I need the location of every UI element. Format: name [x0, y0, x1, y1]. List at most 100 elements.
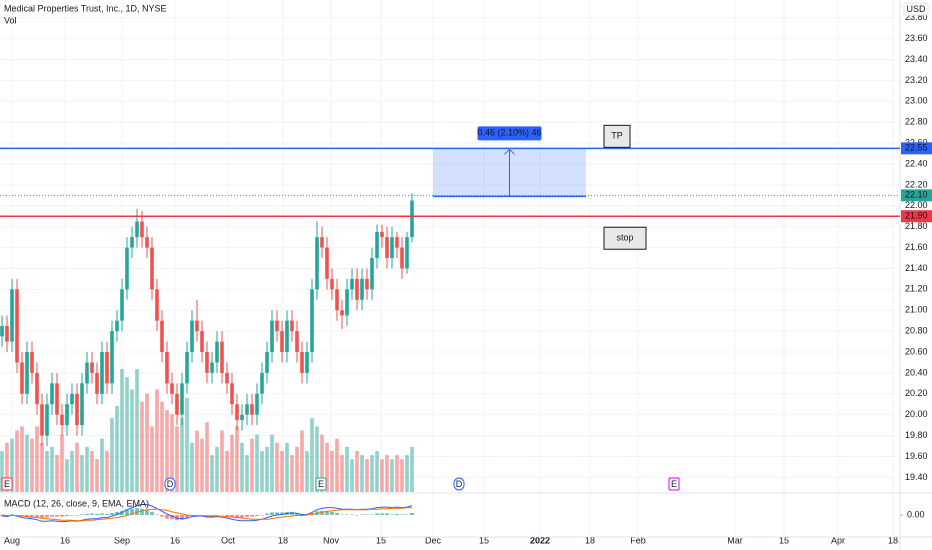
x-tick-label: 18	[278, 535, 288, 545]
macd-histogram-bar	[40, 515, 44, 519]
volume-bar	[110, 418, 114, 492]
y-tick-label: 22.40	[905, 158, 928, 168]
volume-bar	[115, 405, 119, 492]
macd-histogram-bar	[345, 514, 349, 515]
volume-bar	[310, 418, 314, 492]
candle-body	[5, 325, 9, 342]
y-tick-label: 21.80	[905, 221, 928, 231]
macd-histogram-bar	[390, 514, 394, 515]
last-price-box	[901, 189, 932, 202]
macd-histogram-bar	[145, 509, 149, 515]
candle-body	[10, 289, 14, 342]
macd-histogram-bar	[0, 515, 4, 517]
candle-body	[95, 372, 99, 394]
macd-histogram-bar	[170, 515, 174, 520]
macd-histogram-bar	[65, 515, 69, 517]
x-tick-label: Apr	[831, 535, 845, 545]
candle-body	[250, 404, 254, 415]
event-marker	[315, 477, 327, 491]
volume-bar	[280, 451, 284, 492]
y-tick-label: 21.20	[905, 284, 928, 294]
macd-histogram-bar	[115, 511, 119, 515]
volume-bar	[45, 451, 49, 492]
volume-bar	[70, 451, 74, 492]
y-tick-label: 23.60	[905, 33, 928, 43]
volume-bar	[300, 430, 304, 492]
volume-bar	[410, 446, 414, 492]
y-tick-label: 19.40	[905, 472, 928, 482]
candle-body	[50, 383, 54, 405]
y-tick-label: 19.80	[905, 430, 928, 440]
position-label-box	[477, 126, 542, 141]
volume-bar	[135, 369, 139, 492]
x-tick-label: Sep	[114, 535, 130, 545]
candle-body	[290, 320, 294, 332]
candle-body	[55, 383, 59, 415]
macd-histogram-bar	[35, 515, 39, 518]
y-tick-label: 20.20	[905, 388, 928, 398]
macd-histogram-bar	[75, 515, 79, 516]
candle-body	[110, 331, 114, 384]
candle-body	[370, 258, 374, 290]
macd-histogram-bar	[375, 513, 379, 515]
macd-histogram-bar	[405, 514, 409, 515]
candle-body	[345, 289, 349, 316]
volume-bar	[15, 430, 19, 492]
candle-body	[410, 200, 414, 238]
volume-bar	[295, 446, 299, 492]
volume-bar	[255, 434, 259, 492]
candle-body	[20, 362, 24, 394]
event-marker	[1, 477, 13, 491]
macd-histogram-bar	[125, 509, 129, 515]
x-tick-label: Oct	[221, 535, 236, 545]
macd-histogram-bar	[130, 508, 134, 515]
macd-histogram-bar	[30, 515, 34, 517]
volume-bar	[260, 451, 264, 492]
candle-body	[0, 325, 4, 337]
volume-bar	[205, 422, 209, 492]
volume-bar	[105, 451, 109, 492]
volume-bar	[90, 451, 94, 492]
macd-tick-label: 0.00	[907, 509, 925, 519]
candle-body	[65, 404, 69, 426]
volume-bar	[225, 451, 229, 492]
volume-bar	[80, 455, 84, 492]
macd-histogram-bar	[235, 515, 239, 518]
macd-histogram-bar	[85, 513, 89, 515]
volume-bar	[185, 397, 189, 492]
candle-body	[285, 320, 289, 353]
volume-bar	[330, 451, 334, 492]
candle-body	[265, 352, 269, 373]
candle-body	[240, 414, 244, 420]
volume-bar	[400, 459, 404, 492]
volume-bar	[355, 451, 359, 492]
event-label: D	[456, 479, 463, 489]
event-marker	[164, 477, 176, 491]
candle-body	[115, 320, 119, 332]
candle-body	[275, 320, 279, 332]
candle-body	[140, 221, 144, 238]
volume-bar	[195, 430, 199, 492]
volume-bar	[0, 451, 4, 492]
volume-bar	[265, 446, 269, 492]
candle-body	[325, 247, 329, 279]
candle-body	[260, 372, 264, 394]
macd-line	[1, 504, 413, 523]
volume-bar	[20, 426, 24, 492]
candle-body	[295, 331, 299, 353]
macd-histogram-bar	[95, 513, 99, 515]
currency-label: USD	[906, 4, 926, 14]
candle-body	[145, 237, 149, 248]
candle-body	[310, 289, 314, 353]
candle-body	[100, 352, 104, 394]
candle-body	[185, 352, 189, 384]
candle-body	[320, 237, 324, 248]
volume-bar	[350, 459, 354, 492]
macd-legend: MACD (12, 26, close, 9, EMA, EMA)	[4, 498, 149, 508]
candle-body	[60, 414, 64, 426]
volume-bar	[385, 455, 389, 492]
candle-body	[90, 362, 94, 373]
candle-body	[160, 320, 164, 353]
